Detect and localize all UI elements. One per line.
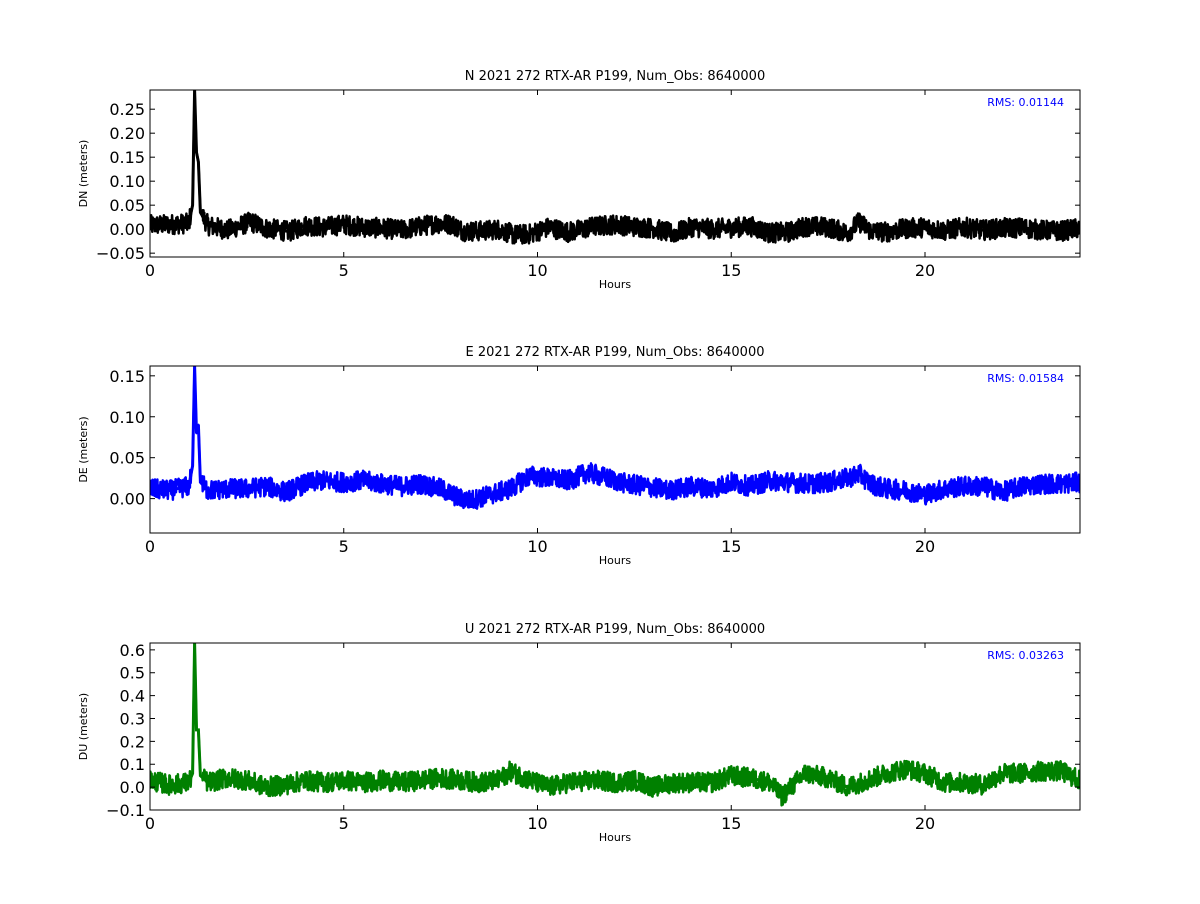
x-tick-label: 5: [339, 537, 349, 556]
y-tick-label: 0.10: [109, 172, 145, 191]
x-tick-label: 0: [145, 814, 155, 833]
x-tick-label: 5: [339, 814, 349, 833]
x-tick-label: 10: [527, 261, 547, 280]
y-axis-label-n: DN (meters): [77, 140, 90, 208]
x-tick-label: 15: [721, 537, 741, 556]
panel-e: 0 5 10 15 20 0.00 0.05 0.10 0.15 E 2021 272 RTX-A…: [77, 345, 1081, 567]
x-tick-label: 10: [527, 814, 547, 833]
y-tick-label: −0.05: [96, 244, 145, 263]
x-axis-label-e: Hours: [599, 554, 631, 567]
x-tick-label: 15: [721, 814, 741, 833]
y-tick-label: 0.2: [120, 732, 145, 751]
y-tick-label: 0.0: [120, 778, 145, 797]
axes-frame-n: [149, 89, 1081, 258]
y-axis-label-e: DE (meters): [77, 416, 90, 482]
y-tick-label: 0.25: [109, 100, 145, 119]
x-tick-label: 20: [915, 814, 935, 833]
y-tick-label: 0.3: [120, 709, 145, 728]
x-axis-label-n: Hours: [599, 278, 631, 291]
chart-title-e: E 2021 272 RTX-AR P199, Num_Obs: 8640000: [466, 345, 765, 360]
series-trend-e: [150, 366, 1080, 502]
y-tick-label: 0.1: [120, 755, 145, 774]
series-trend-u: [150, 643, 1080, 799]
chart-title-u: U 2021 272 RTX-AR P199, Num_Obs: 8640000: [465, 622, 765, 637]
x-tick-label: 10: [527, 537, 547, 556]
y-tick-label: 0.15: [109, 367, 145, 386]
y-tick-label: 0.4: [120, 687, 145, 706]
x-tick-label: 15: [721, 261, 741, 280]
y-tick-label: 0.00: [109, 220, 145, 239]
y-tick-label: 0.6: [120, 641, 145, 660]
series-line-n: [150, 90, 1080, 245]
rms-annotation-e: RMS: 0.01584: [987, 372, 1064, 385]
panel-u: 0 5 10 15 20 −0.1 0.0 0.1 0.2 0.3 0.4 0.5 0.6 U 2021 …: [77, 622, 1081, 844]
y-tick-label: 0.05: [109, 449, 145, 468]
panel-n: 0 5 10 15 20 −0.05 0.00 0.05 0.10 0.15 0.20 0.25 N 2…: [77, 69, 1081, 291]
series-trend-n: [150, 90, 1080, 237]
y-tick-label: 0.05: [109, 196, 145, 215]
axes-frame-u: [149, 642, 1081, 811]
y-tick-label: 0.00: [109, 490, 145, 509]
x-axis-label-u: Hours: [599, 831, 631, 844]
y-tick-label: −0.1: [106, 801, 145, 820]
series-line-u: [150, 643, 1080, 807]
x-tick-label: 0: [145, 537, 155, 556]
y-tick-label: 0.10: [109, 408, 145, 427]
series-line-e: [150, 366, 1080, 510]
axes-frame-e: [149, 365, 1081, 534]
y-tick-label: 0.5: [120, 664, 145, 683]
y-tick-label: 0.20: [109, 124, 145, 143]
x-tick-label: 0: [145, 261, 155, 280]
chart-title-n: N 2021 272 RTX-AR P199, Num_Obs: 8640000: [465, 69, 765, 84]
x-tick-label: 5: [339, 261, 349, 280]
rms-annotation-n: RMS: 0.01144: [987, 96, 1064, 109]
y-axis-label-u: DU (meters): [77, 693, 90, 760]
rms-annotation-u: RMS: 0.03263: [987, 649, 1064, 662]
y-tick-label: 0.15: [109, 148, 145, 167]
x-tick-label: 20: [915, 537, 935, 556]
x-tick-label: 20: [915, 261, 935, 280]
